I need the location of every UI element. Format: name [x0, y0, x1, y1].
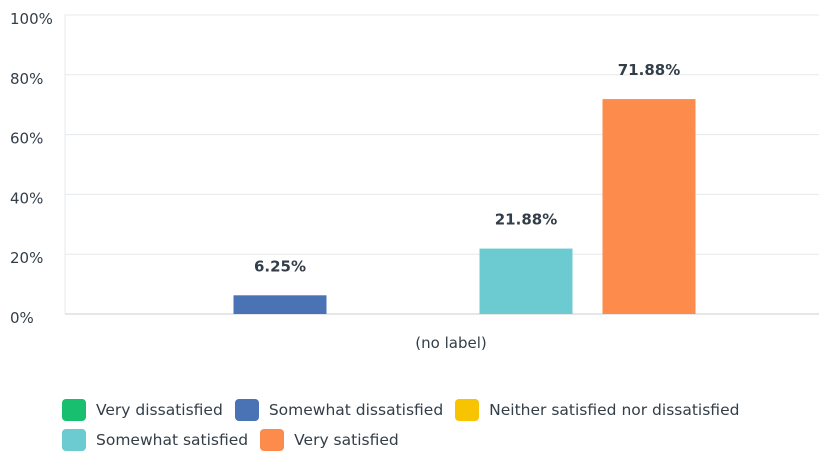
legend-item-very-satisfied[interactable]: Very satisfied — [260, 429, 399, 451]
data-label-2: 6.25% — [254, 257, 306, 275]
legend-label: Very satisfied — [294, 431, 399, 449]
legend-label: Very dissatisfied — [96, 401, 223, 419]
y-axis: 0% 20% 40% 60% 80% 100% — [10, 10, 66, 327]
legend-label: Somewhat satisfied — [96, 431, 249, 449]
data-labels: 6.25% 21.88% 71.88% — [254, 61, 680, 275]
legend-swatch — [62, 429, 86, 451]
data-label-5: 71.88% — [618, 61, 680, 79]
data-label-4: 21.88% — [495, 211, 557, 229]
legend-item-somewhat-dissatisfied[interactable]: Somewhat dissatisfied — [234, 399, 444, 421]
bar-4[interactable] — [479, 248, 573, 314]
legend-swatch — [260, 429, 285, 451]
legend-swatch — [234, 399, 259, 421]
legend-item-somewhat-satisfied[interactable]: Somewhat satisfied — [62, 429, 248, 451]
y-tick-label: 80% — [10, 70, 43, 88]
y-tick-label: 60% — [10, 130, 43, 148]
legend-swatch — [455, 399, 480, 421]
legend-row-2: Somewhat satisfied Very satisfied — [62, 428, 819, 452]
legend-label: Somewhat dissatisfied — [268, 401, 444, 419]
gridlines — [65, 14, 819, 315]
legend: Very dissatisfied Somewhat dissatisfied … — [62, 398, 819, 458]
x-category-label: (no label) — [415, 334, 486, 352]
legend-item-neither[interactable]: Neither satisfied nor dissatisfied — [455, 399, 739, 421]
bar-2[interactable] — [233, 295, 327, 314]
legend-swatch — [62, 399, 86, 421]
y-tick-label: 20% — [10, 249, 43, 267]
y-tick-label: 100% — [10, 10, 53, 28]
bar-5[interactable] — [602, 99, 696, 314]
legend-item-very-dissatisfied[interactable]: Very dissatisfied — [62, 399, 223, 421]
y-tick-label: 0% — [10, 309, 34, 327]
legend-row-1: Very dissatisfied Somewhat dissatisfied … — [62, 398, 819, 422]
legend-label: Neither satisfied nor dissatisfied — [489, 401, 740, 419]
y-tick-label: 40% — [10, 189, 43, 207]
bars — [233, 99, 696, 314]
